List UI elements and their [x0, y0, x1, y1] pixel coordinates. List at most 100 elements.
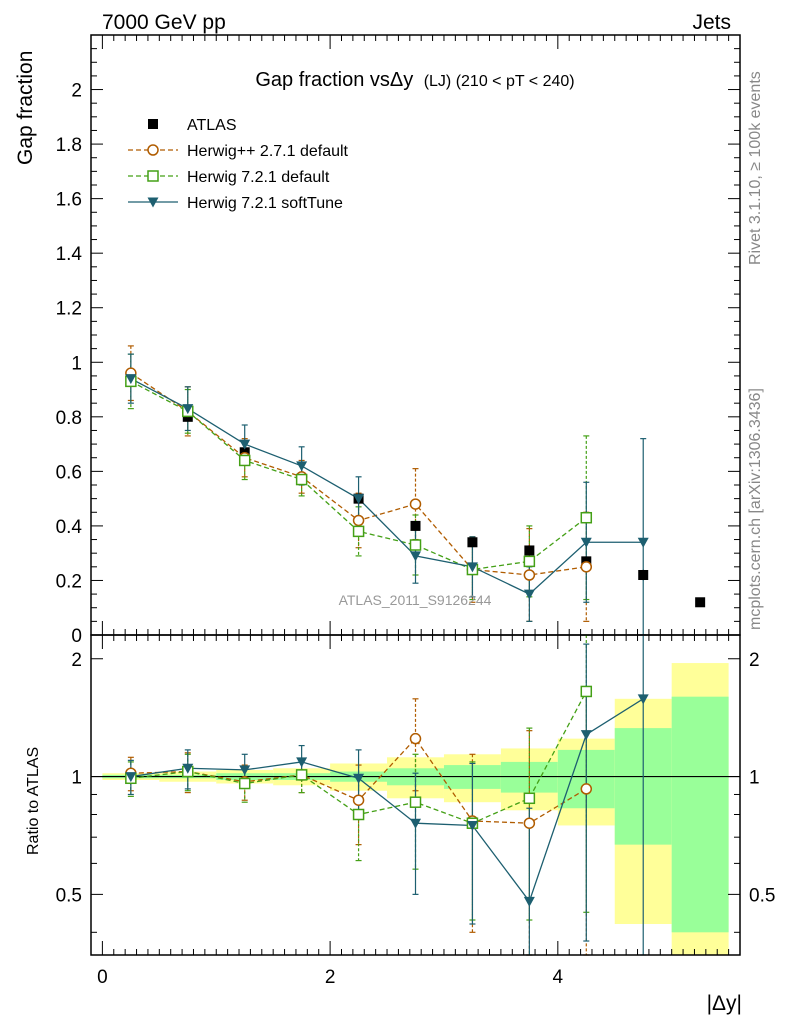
x-axis-label: |Δy| [707, 992, 742, 1015]
main-y-axis-label: Gap fraction [14, 51, 37, 165]
main-point-herwig-7-2-1-default [409, 539, 422, 551]
main-point-herwig-7-2-1-softtune [466, 562, 478, 573]
ratio-y-tick-label-right: 0.5 [749, 885, 775, 906]
legend-marker-atlas [148, 119, 158, 129]
main-point-atlas [467, 537, 478, 548]
ratio-point-herwig-7-2-1-softtune [466, 820, 478, 831]
header-energy-label: 7000 GeV pp [102, 11, 226, 34]
ratio-point-herwig-7-2-1-softtune [580, 730, 592, 741]
legend-label-herwig-7-2-1-default: Herwig 7.2.1 default [187, 169, 330, 186]
main-point-herwig-7-2-1-softtune [182, 404, 194, 415]
ratio-point-herwig-7-2-1-default [352, 808, 365, 821]
main-ticks: 0 0.2 0.4 0.6 0.8 1 1.2 1.4 1.6 1.8 2 [56, 34, 740, 647]
main-point-herwig-2-7-1-default [352, 514, 365, 527]
ratio-point-herwig-7-2-1-softtune [125, 772, 137, 783]
ratio-point-herwig-2-7-1-default [409, 732, 422, 745]
main-point-herwig-7-2-1-softtune [410, 551, 421, 562]
ratio-plot-frame [90, 634, 741, 956]
main-y-tick-label: 0.6 [56, 462, 82, 483]
legend-label-atlas: ATLAS [187, 117, 237, 134]
main-point-herwig-7-2-1-default [352, 525, 365, 538]
ratio-panel: 0.5 0.5 1 1 2 2 0 2 4 Ratio to ATLAS |Δy| [25, 634, 775, 1015]
ratio-ticks: 0.5 0.5 1 1 2 2 0 2 4 [56, 635, 775, 988]
main-point-atlas [524, 545, 535, 556]
main-point-herwig-7-2-1-default [523, 555, 536, 568]
ratio-y-tick-label-right: 1 [749, 768, 760, 789]
main-y-tick-label: 0 [71, 626, 82, 647]
ratio-line-herwig-7-2-1-softtune [130, 698, 644, 903]
ratio-y-tick-label: 0.5 [56, 885, 82, 906]
rivet-version-label: Rivet 3.1.10, ≥ 100k events [747, 71, 764, 265]
ratio-point-herwig-7-2-1-default [238, 777, 251, 790]
main-point-herwig-7-2-1-default [580, 511, 593, 524]
main-line-herwig-7-2-1-softtune [130, 378, 644, 595]
main-y-tick-label: 1.4 [56, 244, 83, 265]
ratio-point-herwig-7-2-1-softtune [523, 896, 535, 907]
ratio-y-tick-label: 2 [71, 650, 82, 671]
ratio-point-herwig-2-7-1-default [352, 794, 365, 806]
main-y-tick-label: 1.6 [56, 190, 82, 211]
main-point-herwig-7-2-1-softtune [296, 461, 308, 472]
legend-label-herwig-2-7-1-default: Herwig++ 2.7.1 default [187, 143, 349, 160]
main-panel: 0 0.2 0.4 0.6 0.8 1 1.2 1.4 1.6 1.8 2 ATLAS_2011_S… [14, 34, 741, 647]
ratio-point-herwig-7-2-1-softtune [182, 763, 194, 774]
ratio-point-herwig-7-2-1-softtune [239, 765, 251, 776]
ratio-point-herwig-2-7-1-default [523, 817, 536, 829]
ratio-y-axis-label: Ratio to ATLAS [25, 747, 42, 855]
ratio-point-herwig-7-2-1-softtune [296, 757, 308, 768]
x-tick-label: 4 [553, 967, 564, 988]
main-y-tick-label: 0.4 [56, 517, 83, 538]
main-y-tick-label: 2 [71, 81, 82, 102]
main-series-lines [130, 372, 644, 595]
main-title: Gap fraction vsΔy (LJ) (210 < pT < 240) [255, 69, 574, 91]
legend-marker-herwig-2-7-1-default [147, 144, 159, 156]
main-point-herwig-7-2-1-default [295, 473, 308, 486]
ratio-point-herwig-7-2-1-default [409, 796, 422, 808]
main-watermark: ATLAS_2011_S9126244 [339, 592, 492, 608]
main-y-tick-label: 0.8 [56, 408, 82, 429]
ratio-point-herwig-7-2-1-default [295, 769, 308, 781]
legend-marker-herwig-7-2-1-default [147, 170, 159, 182]
main-point-herwig-7-2-1-softtune [353, 494, 365, 505]
main-line-herwig-7-2-1-default [130, 380, 587, 571]
main-point-atlas [638, 570, 649, 580]
main-title-text: Gap fraction vsΔy [255, 69, 413, 91]
main-title-suffix: (LJ) (210 < pT < 240) [424, 73, 575, 90]
ratio-point-herwig-7-2-1-softtune [353, 773, 365, 784]
legend-label-herwig-7-2-1-softtune: Herwig 7.2.1 softTune [187, 195, 343, 212]
main-point-herwig-7-2-1-softtune [580, 537, 592, 548]
main-y-tick-label: 0.2 [56, 571, 82, 592]
main-point-herwig-2-7-1-default [523, 569, 536, 581]
main-point-herwig-2-7-1-default [580, 561, 593, 573]
ratio-uncertainty-bands [102, 663, 729, 955]
main-point-atlas [695, 597, 706, 608]
ratio-y-tick-label: 1 [71, 768, 82, 789]
main-point-herwig-7-2-1-softtune [637, 537, 649, 548]
svg-text:Gap fraction vsΔy (LJ): Gap fraction vsΔy (LJ) (210 < pT < 240) [255, 69, 574, 91]
ratio-point-herwig-7-2-1-default [580, 685, 593, 698]
legend-marker-herwig-7-2-1-softtune [147, 197, 159, 208]
main-markers [125, 367, 706, 608]
main-point-herwig-7-2-1-default [238, 454, 251, 467]
ratio-point-herwig-7-2-1-softtune [410, 818, 421, 829]
ratio-stat-band [671, 696, 729, 933]
main-y-tick-label: 1.2 [56, 299, 82, 320]
ratio-y-tick-label-right: 2 [749, 650, 760, 671]
legend: ATLAS Herwig++ 2.7.1 default Herwig 7.2.1 … [128, 117, 349, 212]
ratio-point-herwig-7-2-1-default [523, 792, 536, 805]
header-category-label: Jets [692, 11, 731, 34]
ratio-point-herwig-7-2-1-softtune [637, 694, 649, 705]
ratio-markers [125, 685, 649, 907]
x-tick-label: 0 [97, 967, 108, 988]
main-point-herwig-2-7-1-default [409, 498, 422, 510]
main-point-herwig-7-2-1-softtune [239, 439, 251, 450]
main-point-herwig-7-2-1-softtune [125, 374, 137, 385]
mcplots-source-label: mcplots.cern.ch [arXiv:1306.3436] [747, 388, 764, 630]
main-point-atlas [410, 520, 421, 531]
main-y-tick-label: 1 [71, 353, 82, 374]
main-y-tick-label: 1.8 [56, 135, 82, 156]
x-tick-label: 2 [325, 967, 336, 988]
ratio-point-herwig-2-7-1-default [580, 783, 593, 795]
main-point-herwig-7-2-1-softtune [523, 589, 535, 600]
